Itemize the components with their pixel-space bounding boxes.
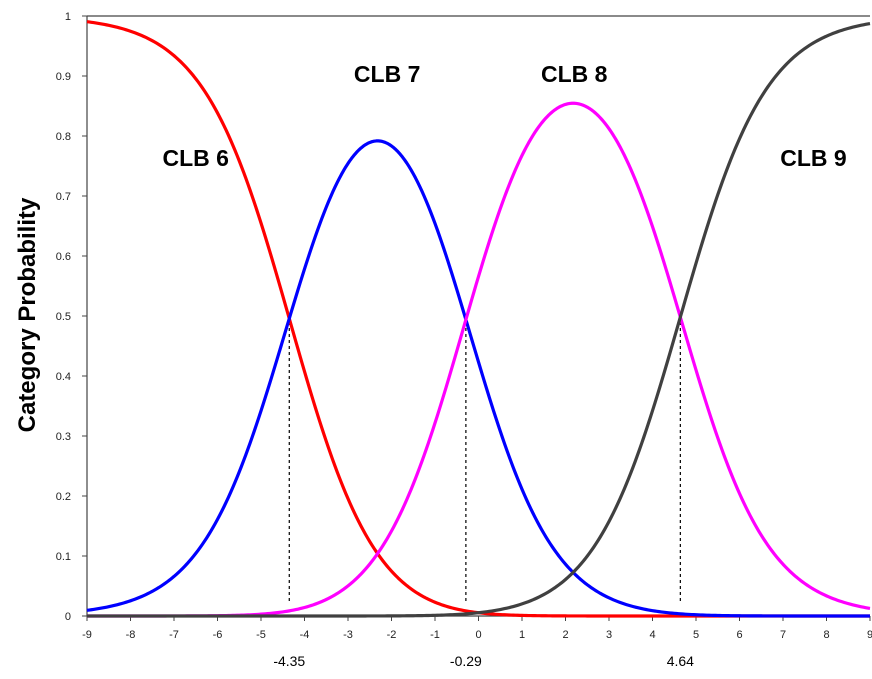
series-line-clb-7 [86, 139, 870, 618]
x-tick-label: 8 [823, 629, 829, 641]
x-tick-label: -8 [126, 629, 136, 641]
y-tick-label: 0.8 [56, 131, 71, 143]
y-axis-label: Category Probability [14, 197, 41, 432]
y-tick-label: 0.5 [56, 311, 71, 323]
series-label-clb-8: CLB 8 [541, 61, 608, 87]
threshold-lines: -4.35 -0.29 4.64 [273, 316, 694, 669]
x-tick-label: -9 [82, 629, 92, 641]
x-tick-label: -2 [387, 629, 397, 641]
series-curves [86, 20, 871, 618]
threshold-label: 4.64 [667, 653, 694, 669]
x-tick-label: -5 [256, 629, 266, 641]
x-tick-label: 5 [693, 629, 699, 641]
labels: CLB 6 CLB 7 CLB 8 CLB 9 [163, 61, 847, 171]
y-tick-label: 1 [65, 11, 71, 23]
x-tick-label: -7 [169, 629, 179, 641]
x-tick-label: -1 [430, 629, 440, 641]
y-tick-label: 0 [65, 611, 71, 623]
x-tick-label: 4 [649, 629, 655, 641]
y-tick-label: 0.7 [56, 191, 71, 203]
x-tick-label: 2 [562, 629, 568, 641]
y-tick-label: 0.6 [56, 251, 71, 263]
y-tick-label: 0.9 [56, 71, 71, 83]
y-tick-label: 0.4 [56, 371, 71, 383]
threshold-label: -0.29 [450, 653, 482, 669]
y-tick-label: 0.3 [56, 431, 71, 443]
x-tick-label: 9 [867, 629, 872, 641]
x-tick-label: 1 [519, 629, 525, 641]
x-tick-label: 0 [475, 629, 481, 641]
series-label-clb-9: CLB 9 [780, 145, 846, 171]
series-line-clb-9 [87, 21, 871, 618]
x-tick-label: -3 [343, 629, 353, 641]
threshold-label: -4.35 [273, 653, 305, 669]
y-tick-label: 0.2 [56, 491, 71, 503]
series-label-clb-7: CLB 7 [354, 61, 420, 87]
y-tick-label: 0.1 [56, 551, 71, 563]
series-label-clb-6: CLB 6 [163, 145, 229, 171]
x-tick-label: 3 [606, 629, 612, 641]
x-tick-label: 6 [736, 629, 742, 641]
x-tick-label: -4 [300, 629, 310, 641]
x-tick-label: -6 [213, 629, 223, 641]
x-tick-label: 7 [780, 629, 786, 641]
